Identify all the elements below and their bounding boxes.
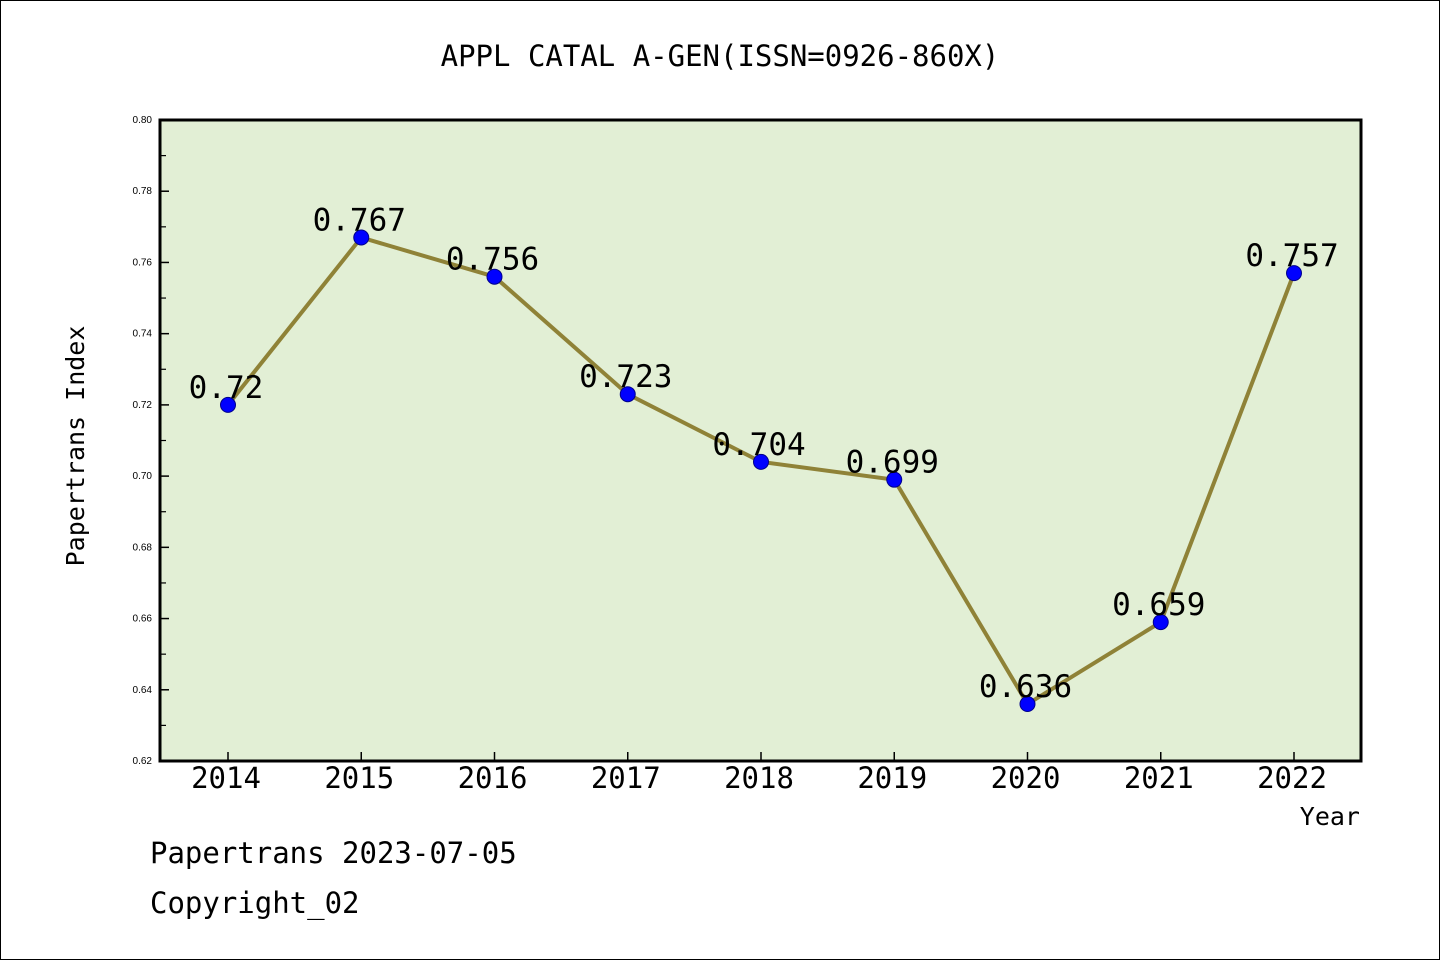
y-tick-label: 0.78 [133,186,153,197]
data-point [486,268,503,285]
x-tick-label: 2022 [1257,761,1327,795]
y-axis-ticks: 0.62 0.64 0.66 0.68 0.70 0.72 0.74 0.76 0.78 0.80 [133,115,169,767]
data-point [353,229,370,246]
x-tick-label: 2014 [191,761,261,795]
x-tick-label: 2017 [591,761,661,795]
y-tick-label: 0.64 [133,685,153,696]
x-tick-label: 2020 [991,761,1061,795]
y-tick-label: 0.70 [133,471,153,482]
y-axis-label: Papertrans Index [61,326,90,567]
x-tick-label: 2015 [324,761,394,795]
y-tick-label: 0.66 [133,614,153,625]
data-label: 0.72 [189,370,264,406]
data-label: 0.723 [579,359,672,395]
x-axis-label: Year [1300,802,1360,831]
data-point [1152,614,1169,631]
data-label: 0.704 [712,427,805,463]
data-labels: 0.72 0.767 0.756 0.723 0.704 0.699 0.636 0.659 0… [189,203,1339,706]
y-tick-label: 0.72 [133,400,153,411]
data-label: 0.699 [846,445,939,481]
data-markers [220,229,1302,713]
data-label: 0.659 [1112,587,1205,623]
data-label: 0.636 [979,669,1072,705]
y-tick-label: 0.68 [133,542,153,553]
data-label: 0.767 [313,203,406,239]
data-point [886,471,903,488]
data-point [619,386,636,403]
x-tick-label: 2019 [857,761,927,795]
x-axis-ticks: 2014 2015 2016 2017 2018 2019 2020 2021 2022 [191,752,1327,795]
data-point [220,396,236,413]
footer-copyright: Copyright_02 [150,886,360,921]
x-tick-label: 2016 [458,761,528,795]
x-tick-label: 2018 [724,761,794,795]
chart-title: APPL CATAL A-GEN(ISSN=0926-860X) [441,39,1000,73]
data-point [1019,696,1036,713]
data-point [753,453,769,470]
data-label: 0.756 [446,242,539,278]
y-tick-label: 0.80 [133,115,153,126]
y-tick-label: 0.76 [133,257,153,268]
y-tick-label: 0.62 [133,756,153,767]
plot-area [158,118,1363,763]
footer-date: Papertrans 2023-07-05 [150,836,517,870]
data-label: 0.757 [1245,238,1338,274]
x-tick-label: 2021 [1124,761,1194,795]
data-point [1286,265,1302,282]
y-tick-label: 0.74 [133,329,153,340]
